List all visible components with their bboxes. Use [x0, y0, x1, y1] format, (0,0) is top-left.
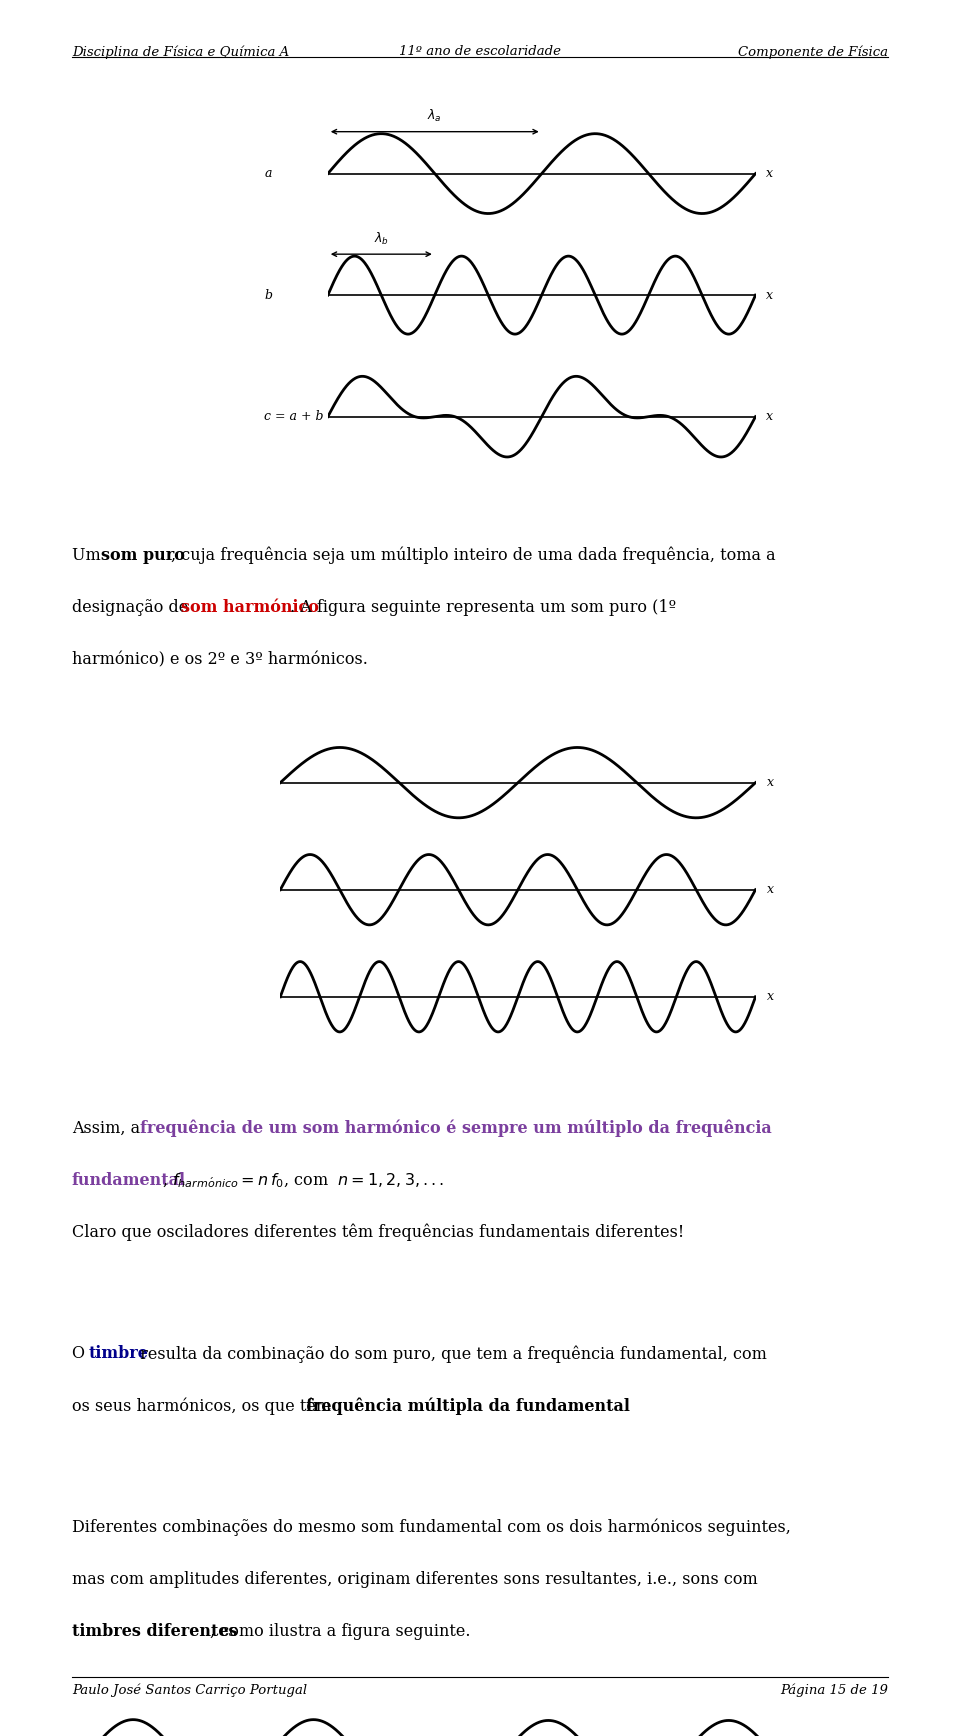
Text: , $f_{harm\'{o}nico} = n\,f_0$, com  $n = 1,2,3,...$: , $f_{harm\'{o}nico} = n\,f_0$, com $n =… — [162, 1172, 444, 1191]
Text: Disciplina de Física e Química A: Disciplina de Física e Química A — [72, 45, 289, 59]
Text: Diferentes combinações do mesmo som fundamental com os dois harmónicos seguintes: Diferentes combinações do mesmo som fund… — [72, 1519, 791, 1536]
Text: Paulo José Santos Carriço Portugal: Paulo José Santos Carriço Portugal — [72, 1684, 307, 1698]
Text: os seus harmónicos, os que têm: os seus harmónicos, os que têm — [72, 1397, 336, 1415]
Text: , como ilustra a figura seguinte.: , como ilustra a figura seguinte. — [210, 1623, 470, 1641]
Text: Um: Um — [72, 547, 106, 564]
Text: a: a — [265, 167, 272, 181]
Text: Claro que osciladores diferentes têm frequências fundamentais diferentes!: Claro que osciladores diferentes têm fre… — [72, 1224, 684, 1241]
Text: timbre: timbre — [88, 1345, 148, 1363]
Text: Assim, a: Assim, a — [72, 1120, 145, 1137]
Text: Página 15 de 19: Página 15 de 19 — [780, 1684, 888, 1698]
Text: , cuja frequência seja um múltiplo inteiro de uma dada frequência, toma a: , cuja frequência seja um múltiplo intei… — [171, 547, 776, 564]
Text: frequência múltipla da fundamental: frequência múltipla da fundamental — [306, 1397, 630, 1415]
Text: resulta da combinação do som puro, que tem a frequência fundamental, com: resulta da combinação do som puro, que t… — [135, 1345, 767, 1363]
Text: . A figura seguinte representa um som puro (1º: . A figura seguinte representa um som pu… — [290, 599, 676, 616]
Text: 11º ano de escolaridade: 11º ano de escolaridade — [399, 45, 561, 57]
Text: som harmónico: som harmónico — [181, 599, 320, 616]
Text: designação de: designação de — [72, 599, 193, 616]
Text: frequência de um som harmónico é sempre um múltiplo da frequência: frequência de um som harmónico é sempre … — [140, 1120, 772, 1137]
Text: mas com amplitudes diferentes, originam diferentes sons resultantes, i.e., sons : mas com amplitudes diferentes, originam … — [72, 1571, 757, 1588]
Text: b: b — [265, 288, 273, 302]
Text: c = a + b: c = a + b — [265, 410, 324, 424]
Text: som puro: som puro — [101, 547, 184, 564]
Text: fundamental: fundamental — [72, 1172, 186, 1189]
Text: harmónico) e os 2º e 3º harmónicos.: harmónico) e os 2º e 3º harmónicos. — [72, 651, 368, 668]
Text: O: O — [72, 1345, 90, 1363]
Text: .: . — [573, 1397, 578, 1415]
Text: timbres diferentes: timbres diferentes — [72, 1623, 237, 1641]
Text: Componente de Física: Componente de Física — [738, 45, 888, 59]
